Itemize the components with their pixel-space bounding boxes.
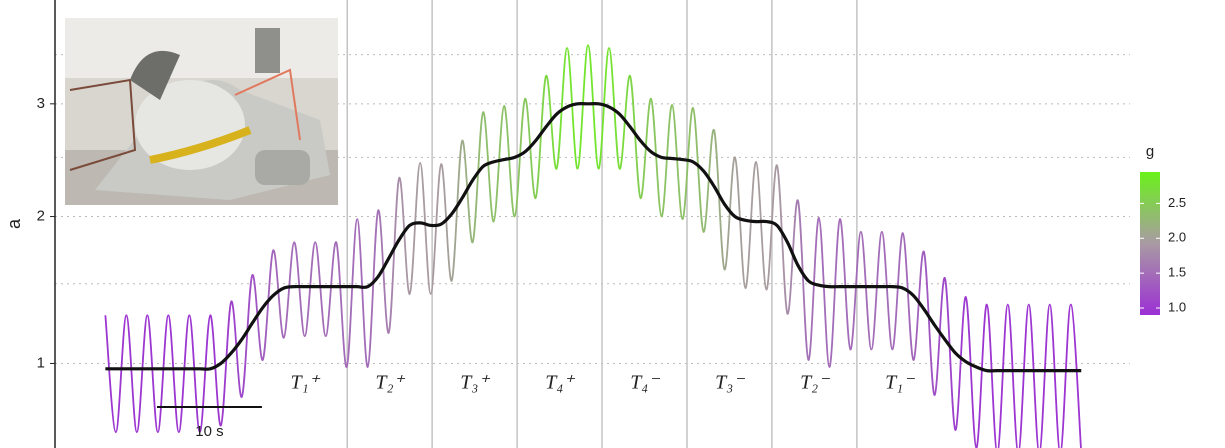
phase-label: T₄⁺ (545, 372, 575, 394)
phase-label: T₂⁻ (800, 372, 830, 394)
phase-label: T₁⁺ (290, 372, 320, 394)
y-tick-label: 1 (37, 354, 45, 371)
photo-motor (255, 150, 310, 185)
photo-hatch (130, 50, 180, 100)
phase-label: T₄⁻ (630, 372, 660, 394)
photo-crane (255, 28, 280, 73)
y-tick-label: 3 (37, 95, 45, 112)
phase-label: T₃⁻ (715, 372, 745, 394)
phase-label: T₁⁻ (885, 372, 915, 394)
photo-wall (65, 18, 338, 78)
trend-line (105, 102, 1082, 373)
colorbar-tick-label: 2.0 (1168, 230, 1186, 245)
colorbar (1140, 172, 1160, 315)
colorbar-tick-label: 1.0 (1168, 299, 1186, 314)
photo-railing (69, 78, 137, 171)
phase-label: T₂⁺ (375, 372, 405, 394)
legend-title: g (1146, 143, 1154, 160)
colorbar-tick-label: 1.5 (1168, 265, 1186, 280)
photo-edge (234, 68, 301, 141)
scale-bar-label: 10 s (195, 423, 223, 440)
photo-stripe (149, 126, 252, 164)
inset-photo (65, 18, 338, 205)
photo-dome (135, 80, 245, 170)
colorbar-tick-label: 2.5 (1168, 195, 1186, 210)
plot-area (104, 44, 1082, 448)
phase-label: T₃⁺ (460, 372, 490, 394)
y-axis-label: a (4, 218, 24, 229)
y-tick-label: 2 (37, 208, 45, 225)
signal-line (104, 44, 1082, 448)
